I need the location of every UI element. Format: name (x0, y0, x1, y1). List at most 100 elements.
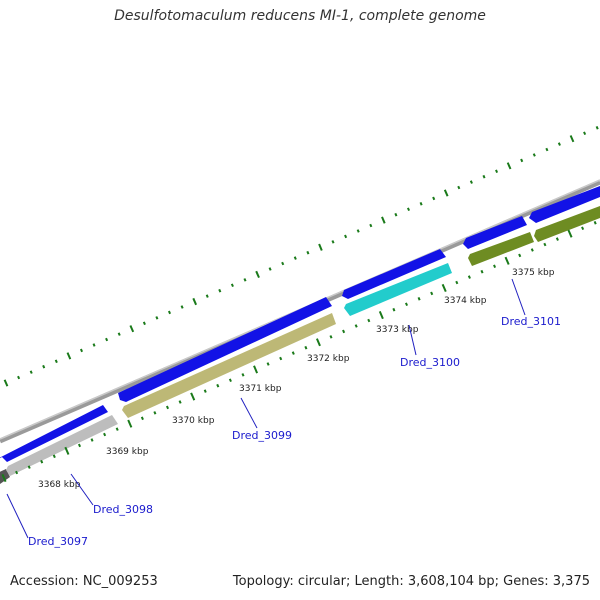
tick-mark (52, 454, 56, 459)
forward-gene (463, 216, 527, 249)
tick-mark (569, 135, 575, 143)
tick-mark (92, 343, 96, 347)
tick-mark (583, 131, 587, 136)
leader-line-Dred_3099 (240, 397, 258, 429)
kbp-label: 3374 kbp (444, 296, 487, 306)
kbp-label: 3373 kbp (376, 325, 419, 335)
tick-mark (367, 318, 371, 323)
kbp-label: 3371 kbp (239, 384, 282, 394)
outer-dotted-ring (3, 126, 599, 387)
tick-mark (3, 379, 9, 387)
tick-mark (268, 267, 272, 271)
tick-mark (480, 269, 484, 274)
tick-mark (203, 389, 207, 393)
tick-mark (356, 229, 360, 233)
gene-label-Dred_3097[interactable]: Dred_3097 (28, 535, 88, 548)
tick-mark (506, 162, 512, 170)
tick-mark (155, 316, 159, 320)
tick-mark (520, 158, 524, 163)
tick-mark (318, 243, 323, 251)
tick-mark (417, 297, 421, 301)
kbp-label: 3375 kbp (512, 268, 555, 278)
tick-mark (293, 256, 297, 260)
tick-mark (369, 223, 373, 228)
tick-mark (266, 362, 270, 366)
tick-mark (331, 240, 335, 244)
tick-mark (406, 207, 411, 212)
tick-mark (532, 153, 536, 157)
tick-mark (344, 234, 348, 239)
gene-Dred_3101-arrow (534, 206, 600, 242)
gene-Dred_3098-arrow (6, 415, 118, 476)
gene-Dred_3100-arrow (344, 263, 452, 316)
tick-mark (140, 416, 144, 421)
forward-gene (342, 249, 446, 299)
tick-mark (342, 329, 346, 334)
tick-mark (90, 438, 94, 442)
tick-mark (1, 473, 7, 483)
genome-title: Desulfotomaculum reducens MI-1, complete… (114, 8, 486, 24)
tick-mark (153, 411, 157, 415)
tick-mark (105, 337, 109, 342)
tick-mark (115, 427, 119, 431)
kbp-label: 3372 kbp (307, 354, 350, 364)
tick-mark (557, 142, 561, 146)
tick-mark (103, 432, 107, 437)
tick-mark (543, 242, 547, 247)
gene-label-Dred_3101[interactable]: Dred_3101 (501, 315, 561, 328)
tick-mark (216, 383, 220, 388)
tick-mark (495, 169, 499, 173)
tick-mark (218, 288, 222, 293)
tick-mark (443, 189, 449, 197)
tick-mark (457, 185, 461, 190)
tick-mark (27, 465, 31, 469)
tick-mark (455, 280, 459, 285)
leader-line-Dred_3098 (70, 473, 94, 506)
tick-mark (281, 261, 285, 266)
tick-mark (165, 405, 170, 410)
tick-mark (129, 325, 135, 333)
tick-mark (392, 307, 396, 312)
gene-label-Dred_3098[interactable]: Dred_3098 (93, 503, 153, 516)
tick-mark (40, 459, 44, 464)
tick-mark (419, 202, 423, 206)
forward-gene (118, 297, 332, 402)
tick-mark (205, 294, 209, 298)
tick-mark (42, 364, 46, 369)
genome-summary: Topology: circular; Length: 3,608,104 bp… (232, 574, 590, 589)
tick-mark (167, 310, 172, 315)
leader-line-Dred_3097 (6, 493, 29, 539)
tick-mark (77, 443, 82, 448)
forward-gene (529, 186, 600, 223)
tick-mark (306, 250, 310, 255)
leader-line-Dred_3101 (511, 278, 526, 316)
tick-mark (243, 278, 247, 282)
tick-mark (142, 321, 146, 326)
tick-mark (192, 297, 198, 306)
tick-mark (530, 248, 534, 252)
tick-mark (593, 221, 597, 225)
tick-mark (581, 226, 585, 231)
tick-mark (482, 174, 486, 179)
tick-mark (432, 196, 436, 201)
tick-mark (253, 365, 259, 374)
tick-mark (545, 147, 549, 152)
gene-Dred_3101-arrow (468, 232, 534, 266)
tick-mark (404, 302, 409, 307)
accession-label: Accession: NC_009253 (10, 574, 158, 589)
tick-mark (304, 345, 308, 350)
tick-mark (117, 332, 121, 336)
tick-mark (329, 335, 333, 339)
tick-mark (64, 446, 70, 455)
tick-mark (178, 400, 182, 404)
kbp-labels: 3368 kbp 3369 kbp 3370 kbp 3371 kbp 3372… (38, 268, 555, 490)
tick-mark (228, 378, 232, 383)
tick-mark (381, 216, 386, 224)
tick-mark (79, 348, 84, 353)
tick-mark (567, 229, 573, 238)
tick-mark (180, 305, 184, 309)
tick-mark (291, 351, 295, 355)
tick-mark (15, 470, 19, 475)
gene-label-Dred_3099[interactable]: Dred_3099 (232, 429, 292, 442)
gene-label-Dred_3100[interactable]: Dred_3100 (400, 356, 460, 369)
